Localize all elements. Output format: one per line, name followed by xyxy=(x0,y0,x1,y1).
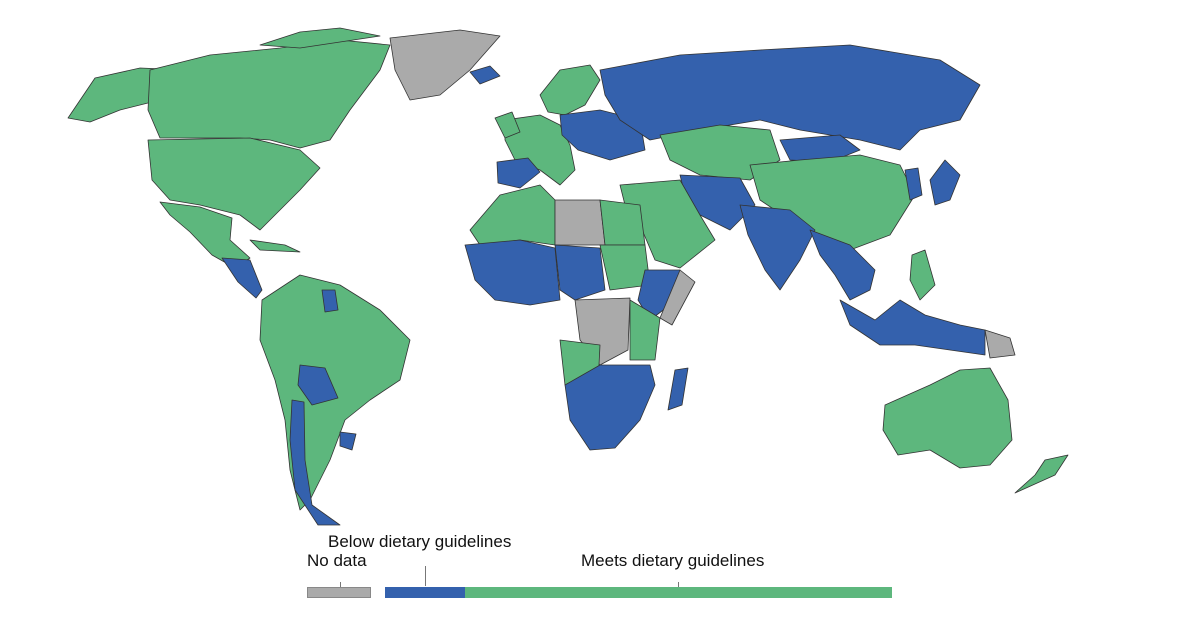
region-ethiopia xyxy=(637,269,681,321)
region-somalia xyxy=(659,269,696,326)
region-east-africa xyxy=(629,299,661,361)
region-greenland xyxy=(389,29,501,101)
legend-tick-meets xyxy=(678,582,679,587)
region-japan xyxy=(929,159,961,206)
world-map xyxy=(67,27,1069,526)
region-egypt xyxy=(599,199,646,246)
region-new-zealand xyxy=(1014,454,1069,494)
region-uruguay xyxy=(339,431,357,451)
region-korea xyxy=(904,167,923,201)
region-chile xyxy=(289,399,341,526)
region-indonesia xyxy=(839,299,986,356)
region-india xyxy=(739,204,816,291)
region-western-europe xyxy=(504,114,576,186)
region-canada xyxy=(147,39,391,149)
region-central-america xyxy=(221,257,263,299)
region-libya xyxy=(554,199,606,246)
region-sahel xyxy=(554,244,606,301)
legend-tick-below xyxy=(425,566,426,586)
region-usa xyxy=(147,137,321,231)
region-guyana xyxy=(321,289,339,313)
legend-label-meets: Meets dietary guidelines xyxy=(581,551,765,570)
region-philippines xyxy=(909,249,936,301)
legend-swatch-no-data xyxy=(307,587,371,598)
legend-tick-no-data xyxy=(340,582,341,587)
region-scandinavia xyxy=(539,64,601,116)
region-north-africa xyxy=(469,184,556,246)
region-madagascar xyxy=(667,367,689,411)
region-russia xyxy=(599,44,981,151)
region-cuba xyxy=(249,239,301,253)
legend-label-no-data: No data xyxy=(307,551,367,570)
region-australia xyxy=(882,367,1013,469)
region-west-africa xyxy=(464,239,561,306)
region-iceland xyxy=(469,65,501,85)
legend-label-below: Below dietary guidelines xyxy=(328,532,512,551)
region-southern-africa xyxy=(564,364,656,451)
region-bolivia xyxy=(297,364,339,406)
legend-swatch-meets xyxy=(465,587,892,598)
region-png-east xyxy=(984,329,1016,359)
legend-swatch-below xyxy=(385,587,465,598)
region-southeast-asia xyxy=(809,229,876,301)
region-canada-islands xyxy=(259,27,381,49)
region-spain xyxy=(496,157,541,189)
region-uk xyxy=(494,111,521,139)
